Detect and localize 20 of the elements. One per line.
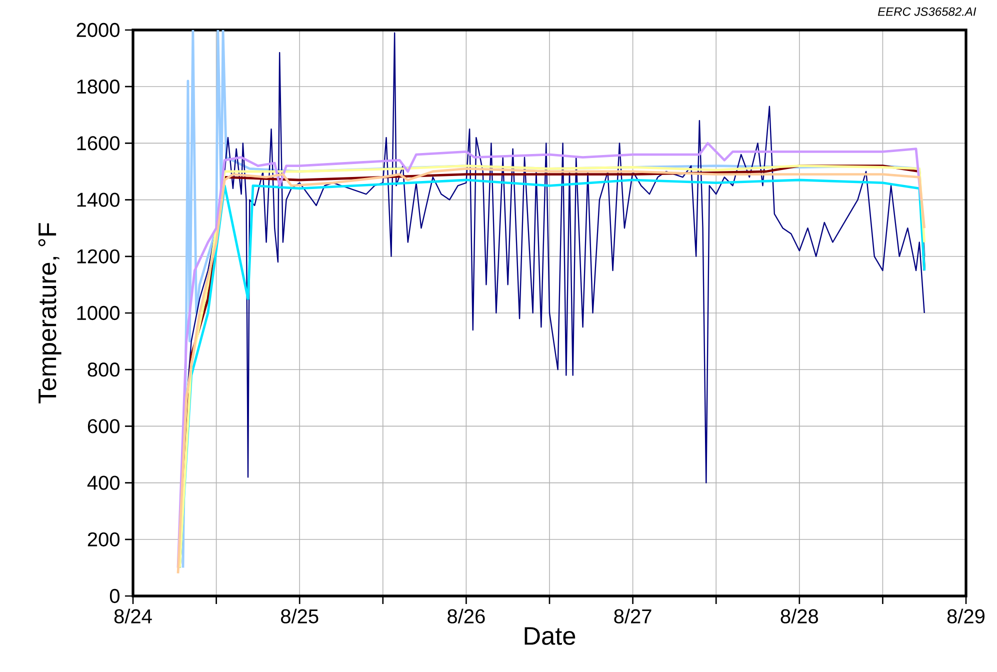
y-tick-label: 1400 (77, 192, 120, 207)
y-tick-label: 0 (110, 588, 120, 604)
y-tick-label: 1200 (77, 249, 120, 264)
y-tick-label: 400 (87, 476, 120, 490)
y-tick-label: 800 (88, 362, 120, 377)
x-tick-label: 8/29 (947, 608, 985, 624)
x-tick-label: 8/26 (448, 608, 485, 624)
x-axis-title: Date (524, 627, 576, 645)
y-tick-label: 200 (88, 532, 120, 546)
y-axis-title: Temperature, °F (38, 223, 62, 404)
x-tick-label: 8/27 (614, 608, 652, 624)
y-tick-label: 1800 (77, 80, 120, 94)
x-tick-label: 8/24 (114, 608, 152, 624)
x-tick-label: 8/25 (281, 608, 318, 624)
text: EERC JS36582.AI (878, 7, 976, 16)
y-tick-label: 600 (88, 419, 120, 434)
y-tick-label: 1000 (77, 306, 120, 320)
y-tick-label: 1600 (77, 136, 120, 150)
x-tick-label: 8/28 (780, 608, 818, 624)
y-tick-label: 2000 (76, 22, 120, 38)
